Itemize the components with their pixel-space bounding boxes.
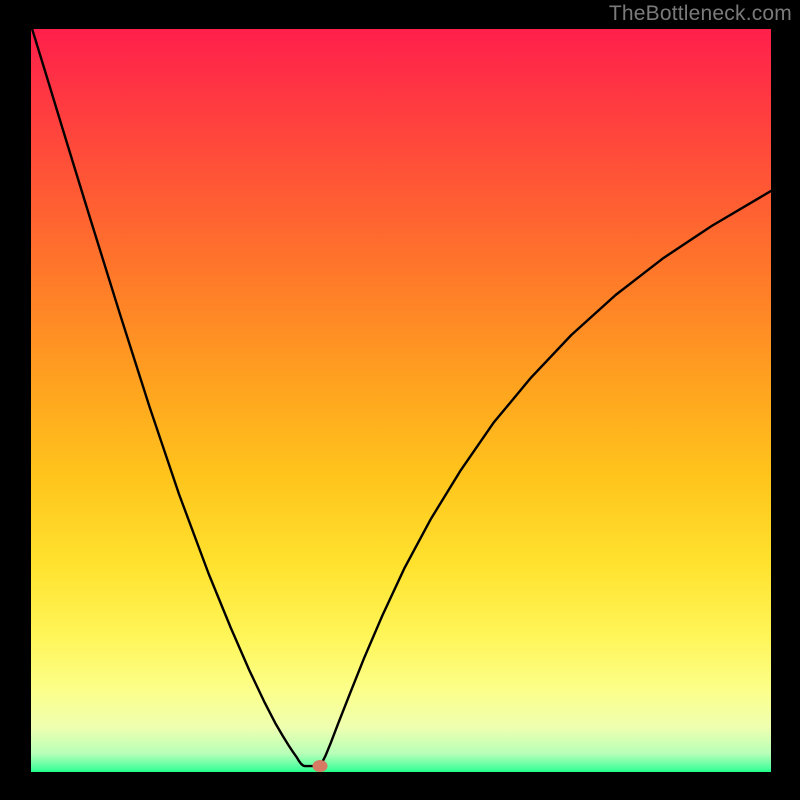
chart-frame: TheBottleneck.com xyxy=(0,0,800,800)
bottleneck-curve xyxy=(31,29,771,766)
watermark-text: TheBottleneck.com xyxy=(609,2,792,26)
plot-area xyxy=(31,29,771,772)
curve-svg xyxy=(31,29,771,772)
minimum-marker xyxy=(312,760,327,772)
